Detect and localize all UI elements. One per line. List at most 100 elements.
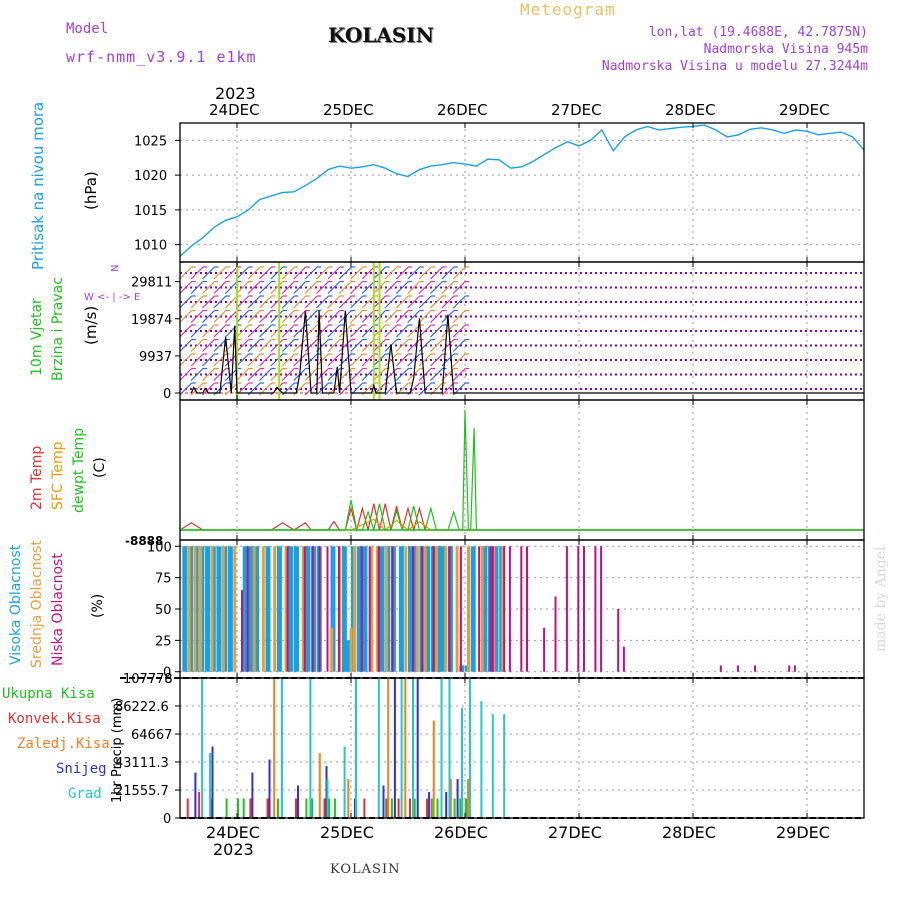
wind-ytick-label: 29811	[131, 276, 172, 291]
wind-barb	[407, 310, 421, 323]
precip-bar-5	[343, 746, 346, 818]
cloud-bar-1	[408, 546, 413, 672]
wind-barb	[213, 281, 227, 294]
wind-barb	[407, 353, 421, 367]
wind-barb	[338, 382, 352, 396]
precip-bar-5	[201, 679, 204, 818]
wind-barb	[384, 266, 398, 280]
wind-barb	[361, 310, 375, 323]
wind-barb	[384, 295, 398, 309]
wind-barb	[430, 266, 443, 280]
cloud-bar-2	[330, 627, 334, 672]
precip-bar-2	[186, 798, 189, 818]
cloud-bar-2	[423, 546, 427, 672]
cloud-bar-1	[216, 546, 222, 672]
wind-barb	[190, 266, 204, 280]
wind-barb	[281, 281, 295, 294]
cloud-bar-3	[508, 546, 511, 672]
precip-bar-5	[461, 707, 464, 818]
cloud-bar-3	[526, 546, 528, 672]
cloud-bar-3	[503, 546, 506, 672]
cloud-ytick-label: 50	[155, 603, 172, 618]
pressure-ytick-label: 1020	[134, 169, 167, 184]
wind-barb	[452, 368, 466, 381]
cloud-bar-1	[356, 546, 362, 672]
cloud-bar-1	[248, 546, 254, 672]
wind-barb	[430, 310, 443, 323]
wind-barb	[304, 368, 318, 381]
wind-barb	[350, 353, 364, 367]
cloud-bar-2	[435, 546, 439, 672]
precip-bar-3	[449, 779, 452, 818]
cloud-bar-1	[288, 546, 294, 672]
top-axis-day: 24DEC	[209, 101, 260, 119]
cloud-bar-2	[375, 546, 379, 672]
precip-bar-4	[428, 792, 431, 818]
cloud-bar-1	[265, 546, 271, 672]
cloud-bar-3	[246, 546, 249, 672]
temp-series-line-2	[180, 518, 864, 531]
wind-barb	[259, 281, 272, 294]
cloud-bar-1	[330, 546, 336, 672]
wind-barb	[304, 339, 318, 352]
wind-barb	[316, 281, 329, 294]
precip-bar-5	[309, 679, 312, 818]
precip-bar-2	[323, 798, 326, 818]
wind-barb	[327, 353, 341, 367]
precip-bar-4	[268, 759, 271, 818]
wind-barb	[247, 353, 261, 367]
cloud-bar-1	[362, 546, 368, 672]
meteogram-label: Meteogram	[520, 0, 616, 19]
precip-bar-1	[430, 798, 433, 818]
cloud-bar-3	[286, 546, 289, 672]
wind-barb	[213, 324, 227, 338]
cloud-bar-2	[444, 546, 448, 672]
cloud-bar-3	[793, 665, 796, 672]
wind-barb	[259, 295, 272, 309]
wind-barb	[190, 368, 204, 381]
cloud-bar-3	[326, 546, 329, 672]
precip-ytick-label: 107778	[123, 672, 173, 687]
wind-barb	[338, 281, 352, 294]
wind-barb	[407, 339, 421, 352]
temp-series-line-3	[180, 409, 864, 533]
wind-barb	[441, 382, 455, 396]
wind-barb	[452, 353, 466, 367]
wind-barb	[247, 310, 261, 323]
pressure-ytick-label: 1015	[134, 204, 167, 219]
cloud-bar-3	[432, 546, 435, 672]
wind-barb	[395, 324, 409, 338]
precip-bar-1	[390, 798, 393, 818]
wind-barb	[441, 266, 455, 280]
precip-total-label: Ukupna Kisa	[2, 686, 95, 702]
wind-barb	[224, 266, 238, 280]
wind-barb	[202, 382, 215, 396]
wind-barb	[179, 368, 193, 381]
cloud-bar-1	[398, 546, 404, 672]
wind-barb	[350, 266, 364, 280]
wind-speed-line	[190, 310, 864, 394]
precip-bar-5	[326, 779, 329, 818]
top-axis-day: 26DEC	[437, 101, 488, 119]
cloud-bar-1	[482, 546, 488, 672]
precip-bar-1	[459, 798, 462, 818]
wind-barb	[338, 266, 352, 280]
cloud-bar-3	[594, 546, 597, 672]
wind-barb	[281, 339, 295, 352]
wind-barb	[452, 266, 466, 280]
wind-barb	[407, 324, 421, 338]
wind-barb	[350, 339, 364, 352]
wind-barb	[316, 368, 329, 381]
cloud-bar-3	[554, 596, 557, 672]
cloud-bar-3	[754, 665, 756, 672]
wind-barb	[213, 368, 227, 381]
page-title: KOLASIN	[328, 23, 434, 47]
precip-bar-3	[404, 679, 407, 818]
wind-barb	[281, 353, 295, 367]
precip-bar-4	[456, 779, 459, 818]
wind-barb	[384, 324, 398, 338]
precip-bar-1	[225, 798, 228, 818]
wind-barb	[418, 295, 432, 309]
wind-barb	[270, 295, 284, 309]
